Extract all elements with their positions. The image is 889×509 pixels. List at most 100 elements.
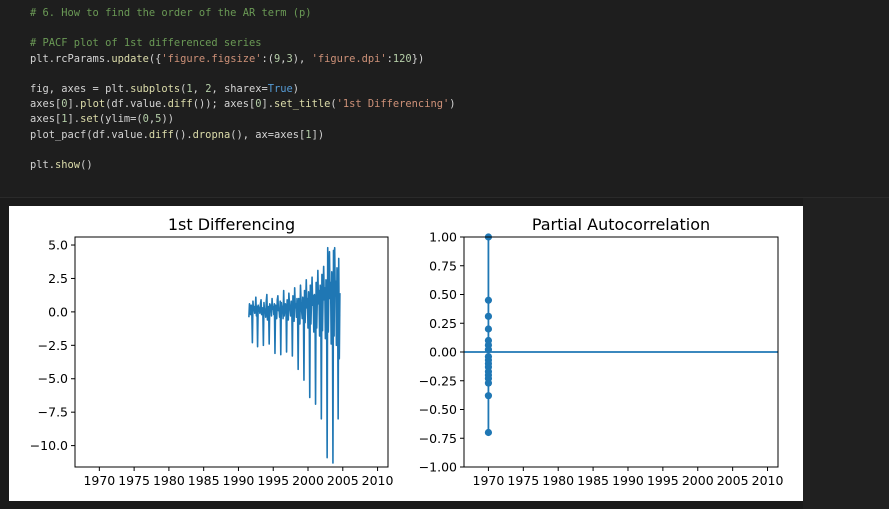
code-token: )) — [161, 113, 174, 126]
code-token: ()); axes[ — [192, 98, 256, 111]
x-tick-label: 1995 — [257, 473, 289, 488]
x-tick-label: 1980 — [153, 473, 185, 488]
code-token: (df.value. — [105, 98, 168, 111]
code-token: ), — [292, 52, 312, 65]
axes-frame — [74, 236, 389, 468]
y-tick-label: −5.0 — [38, 371, 68, 386]
code-line: plt.show() — [30, 158, 455, 173]
axes-frame — [463, 236, 779, 468]
code-line: # 6. How to find the order of the AR ter… — [30, 6, 455, 21]
code-token: ( — [330, 98, 337, 111]
code-line — [30, 143, 455, 158]
code-token: '1st Differencing' — [336, 98, 450, 111]
y-tick-label: −0.25 — [419, 373, 457, 388]
code-token: 0 — [142, 113, 149, 126]
y-tick-label: 5.0 — [48, 238, 68, 253]
x-tick-label: 1970 — [83, 473, 115, 488]
output-gutter — [803, 198, 889, 509]
code-line — [30, 21, 455, 36]
x-tick-label: 1970 — [473, 473, 505, 488]
pacf-point — [484, 346, 493, 354]
y-tick-label: 0.0 — [48, 304, 68, 319]
code-token: 1 — [305, 128, 312, 141]
code-line: axes[1].set(ylim=(0,5)) — [30, 112, 455, 127]
code-token: ]. — [261, 98, 275, 111]
code-token: (ylim=( — [98, 113, 143, 126]
pacf-point — [484, 379, 493, 387]
code-token: 1 — [61, 113, 68, 126]
y-tick-label: 1.00 — [429, 230, 457, 245]
y-tick-label: 2.5 — [48, 271, 68, 286]
code-token: 0 — [255, 98, 262, 111]
x-tick-label: 1990 — [612, 473, 644, 488]
code-token: show — [55, 158, 81, 171]
x-tick-label: 1980 — [542, 473, 574, 488]
code-token: diff — [167, 98, 193, 111]
code-token: ) — [449, 98, 456, 111]
y-tick-label: −7.5 — [38, 405, 68, 420]
code-token: () — [80, 158, 93, 171]
y-tick-label: −10.0 — [30, 438, 68, 453]
x-tick-label: 1985 — [188, 473, 220, 488]
y-tick-label: 0.75 — [429, 258, 457, 273]
chart-title: Partial Autocorrelation — [532, 215, 710, 234]
code-token: fig, axes = plt. — [30, 82, 131, 95]
code-token: plt. — [30, 158, 56, 171]
code-token: , — [192, 82, 206, 95]
code-line: axes[0].plot(df.value.diff()); axes[0].s… — [30, 97, 455, 112]
code-token: 9 — [274, 52, 281, 65]
code-token: axes[ — [30, 113, 62, 126]
code-token: 1 — [186, 82, 193, 95]
code-token: 'figure.dpi' — [311, 52, 387, 65]
code-line: plt.rcParams.update({'figure.figsize':(9… — [30, 52, 455, 67]
output-figure: 1st Differencing 5.0 2.5 0.0 −2.5 −5.0 −7.5 −10… — [9, 206, 803, 501]
code-token: set_title — [274, 98, 331, 111]
series-line — [248, 246, 341, 464]
figure-canvas: 1st Differencing 5.0 2.5 0.0 −2.5 −5.0 −7.5 −10… — [30, 215, 784, 488]
code-line: # PACF plot of 1st differenced series — [30, 36, 455, 51]
x-tick-label: 2000 — [292, 473, 324, 488]
code-token: ( — [180, 82, 187, 95]
code-token: plot — [80, 98, 106, 111]
y-tick-label: 0.00 — [429, 345, 457, 360]
code-line: fig, axes = plt.subplots(1, 2, sharex=Tr… — [30, 82, 455, 97]
code-token: ]. — [67, 113, 81, 126]
code-line — [30, 67, 455, 82]
pacf-point — [484, 428, 493, 437]
pacf-point — [484, 392, 493, 400]
code-token: (), ax=axes[ — [230, 128, 306, 141]
code-token: , — [280, 52, 287, 65]
code-token: ) — [292, 82, 300, 95]
code-cell[interactable]: # 6. How to find the order of the AR ter… — [0, 0, 889, 198]
code-token: set — [80, 113, 99, 126]
y-tick-label: −0.50 — [419, 402, 457, 417]
pacf-point — [484, 312, 493, 320]
code-token: :( — [261, 52, 274, 65]
code-editor[interactable]: # 6. How to find the order of the AR ter… — [30, 6, 455, 173]
code-token: : — [386, 52, 393, 65]
x-tick-label: 1995 — [647, 473, 679, 488]
x-tick-label: 2005 — [717, 473, 749, 488]
code-token: diff — [148, 128, 174, 141]
code-token: , sharex= — [211, 82, 268, 95]
x-tick-label: 2010 — [752, 473, 784, 488]
code-token: update — [111, 52, 149, 65]
y-tick-label: −1.00 — [419, 460, 457, 475]
x-tick-label: 2010 — [362, 473, 394, 488]
y-tick-label: 0.25 — [429, 316, 457, 331]
y-tick-label: −2.5 — [38, 338, 68, 353]
pacf-point — [484, 325, 493, 333]
chart-title: 1st Differencing — [168, 215, 295, 234]
code-token: True — [267, 82, 293, 95]
code-token: 0 — [61, 98, 68, 111]
code-token: ({ — [148, 52, 162, 65]
y-tick-label: 0.50 — [429, 287, 457, 302]
code-token: }) — [411, 52, 425, 65]
x-tick-label: 1975 — [507, 473, 539, 488]
y-tick-label: −0.75 — [419, 431, 457, 446]
code-token: ]. — [67, 98, 81, 111]
code-token: plt.rcParams. — [30, 52, 112, 65]
x-tick-label: 1990 — [223, 473, 255, 488]
code-token: 5 — [155, 113, 162, 126]
code-token: 'figure.figsize' — [161, 52, 262, 65]
